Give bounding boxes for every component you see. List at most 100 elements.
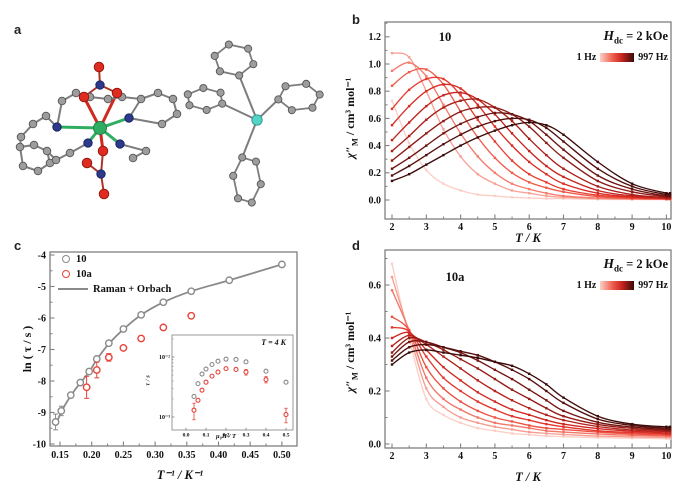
atom-nitrogen: [115, 139, 125, 149]
ac-curve-marker: [545, 197, 548, 200]
atom-carbon: [251, 157, 261, 166]
ac-curve-marker: [459, 122, 462, 126]
ac-curve-marker: [442, 119, 445, 123]
atom-carbon: [33, 166, 43, 176]
scatter-point-10: [277, 260, 286, 269]
atom-carbon: [136, 94, 146, 104]
ac-curve-marker: [390, 363, 394, 366]
inset-point-10a: [203, 379, 209, 385]
atom-carbon: [71, 88, 81, 98]
ac-curve-marker: [668, 194, 672, 198]
inset-point-10: [215, 358, 221, 364]
atom-carbon: [65, 148, 75, 158]
ac-curve-marker: [493, 360, 497, 364]
ac-curve-marker: [442, 94, 445, 97]
atom-carbon: [238, 153, 247, 162]
ac-curve-marker: [459, 367, 462, 370]
ac-curve-marker: [493, 421, 497, 424]
y-tick-label: 0.4: [369, 141, 382, 152]
open-circle-marker-gray: [62, 255, 70, 263]
ac-curve-marker: [528, 430, 531, 434]
open-circle-marker-red: [62, 270, 70, 278]
ac-curve-marker: [596, 425, 599, 428]
chi-symbol: χ″: [343, 146, 357, 159]
atom-carbon: [287, 106, 296, 115]
x-tick-label: 6: [527, 222, 532, 233]
ac-curve-marker: [476, 115, 479, 119]
ac-curve-marker: [425, 90, 428, 93]
ac-curve-marker: [630, 187, 634, 191]
ac-curve-marker: [390, 99, 394, 102]
panel-d-x-axis-label: T / K: [515, 470, 541, 484]
ac-curve-marker: [425, 355, 428, 358]
ac-curve-marker: [442, 346, 445, 349]
scatter-point-10: [57, 407, 66, 415]
scatter-point-10: [137, 310, 146, 319]
ac-curve-marker: [545, 126, 548, 130]
ac-curve-marker: [493, 171, 497, 174]
ac-curve-marker: [459, 379, 462, 382]
ac-curve-marker: [528, 187, 531, 191]
ac-curve-marker: [630, 436, 634, 440]
freq-low-label: 1 Hz: [576, 52, 597, 63]
x-tick-label: 9: [630, 451, 635, 462]
ac-curve-marker: [407, 346, 411, 349]
ac-curve-marker: [442, 405, 445, 409]
ac-curve-marker: [425, 168, 428, 172]
ac-curve-marker: [665, 436, 668, 439]
ac-curve-marker: [630, 427, 634, 430]
ac-curve-marker: [630, 431, 634, 434]
ac-curve-marker: [528, 426, 531, 430]
ac-curve-marker: [390, 174, 394, 177]
panel-d-label: d: [352, 238, 360, 253]
x-tick-label: 9: [630, 222, 635, 233]
field-value: = 2 kOe: [623, 29, 668, 43]
ac-curve-marker: [630, 422, 634, 426]
ac-curve-marker: [596, 436, 599, 439]
ac-curve-marker: [596, 196, 599, 200]
ac-curve-marker: [596, 192, 599, 195]
ac-curve-marker: [545, 153, 548, 157]
ac-curve-marker: [425, 144, 428, 147]
ac-curve-marker: [510, 432, 514, 435]
legend-label: 10a: [76, 268, 92, 280]
atom-carbon: [274, 95, 283, 104]
panel-c-legend: 10 10a Raman + Orbach: [58, 252, 171, 296]
inset-point-10: [209, 361, 215, 368]
atom-nitrogen: [124, 113, 134, 123]
panel-b-y-axis-label: χ″M / cm³ mol⁻¹: [343, 38, 359, 198]
ac-curve-marker: [407, 56, 411, 59]
x-tick-label: 3: [424, 451, 429, 462]
ac-curve-marker: [528, 181, 531, 184]
ac-curve-marker: [528, 388, 531, 391]
ac-curve-marker: [528, 121, 531, 124]
unit-text: / cm³ mol⁻¹: [343, 77, 357, 139]
ac-curve-marker: [425, 163, 428, 166]
atom-carbon: [172, 109, 182, 119]
ac-curve-marker: [596, 414, 599, 418]
ac-curve-marker: [528, 137, 531, 140]
panel-c-y-axis-label: ln ( τ / s ): [20, 325, 34, 373]
ac-curve-marker: [528, 424, 531, 427]
y-tick-label: 0.4: [369, 333, 382, 344]
ac-curve-marker: [493, 182, 497, 185]
x-tick-label: 4: [458, 451, 463, 462]
freq-high-label: 997 Hz: [638, 280, 668, 291]
ac-curve-marker: [390, 69, 394, 72]
ac-curve-marker: [390, 351, 394, 354]
ac-curve-marker: [545, 164, 548, 168]
scatter-point-10a: [92, 366, 101, 374]
ac-curve-marker: [407, 145, 411, 149]
ac-curve-marker: [545, 413, 548, 417]
ac-curve-marker: [425, 340, 428, 344]
ac-curve-marker: [545, 192, 548, 195]
x-tick-label: 0.50: [273, 450, 291, 461]
inset-point-10: [243, 359, 249, 365]
ac-curve-marker: [510, 364, 514, 368]
ac-curve-marker: [510, 399, 514, 402]
ac-curve-marker: [562, 156, 565, 160]
frequency-gradient-bar: [600, 281, 635, 290]
unit-text: / cm³ mol⁻¹: [343, 311, 357, 373]
atom-oxygen: [97, 145, 109, 157]
atom-metal-center: [93, 121, 107, 135]
